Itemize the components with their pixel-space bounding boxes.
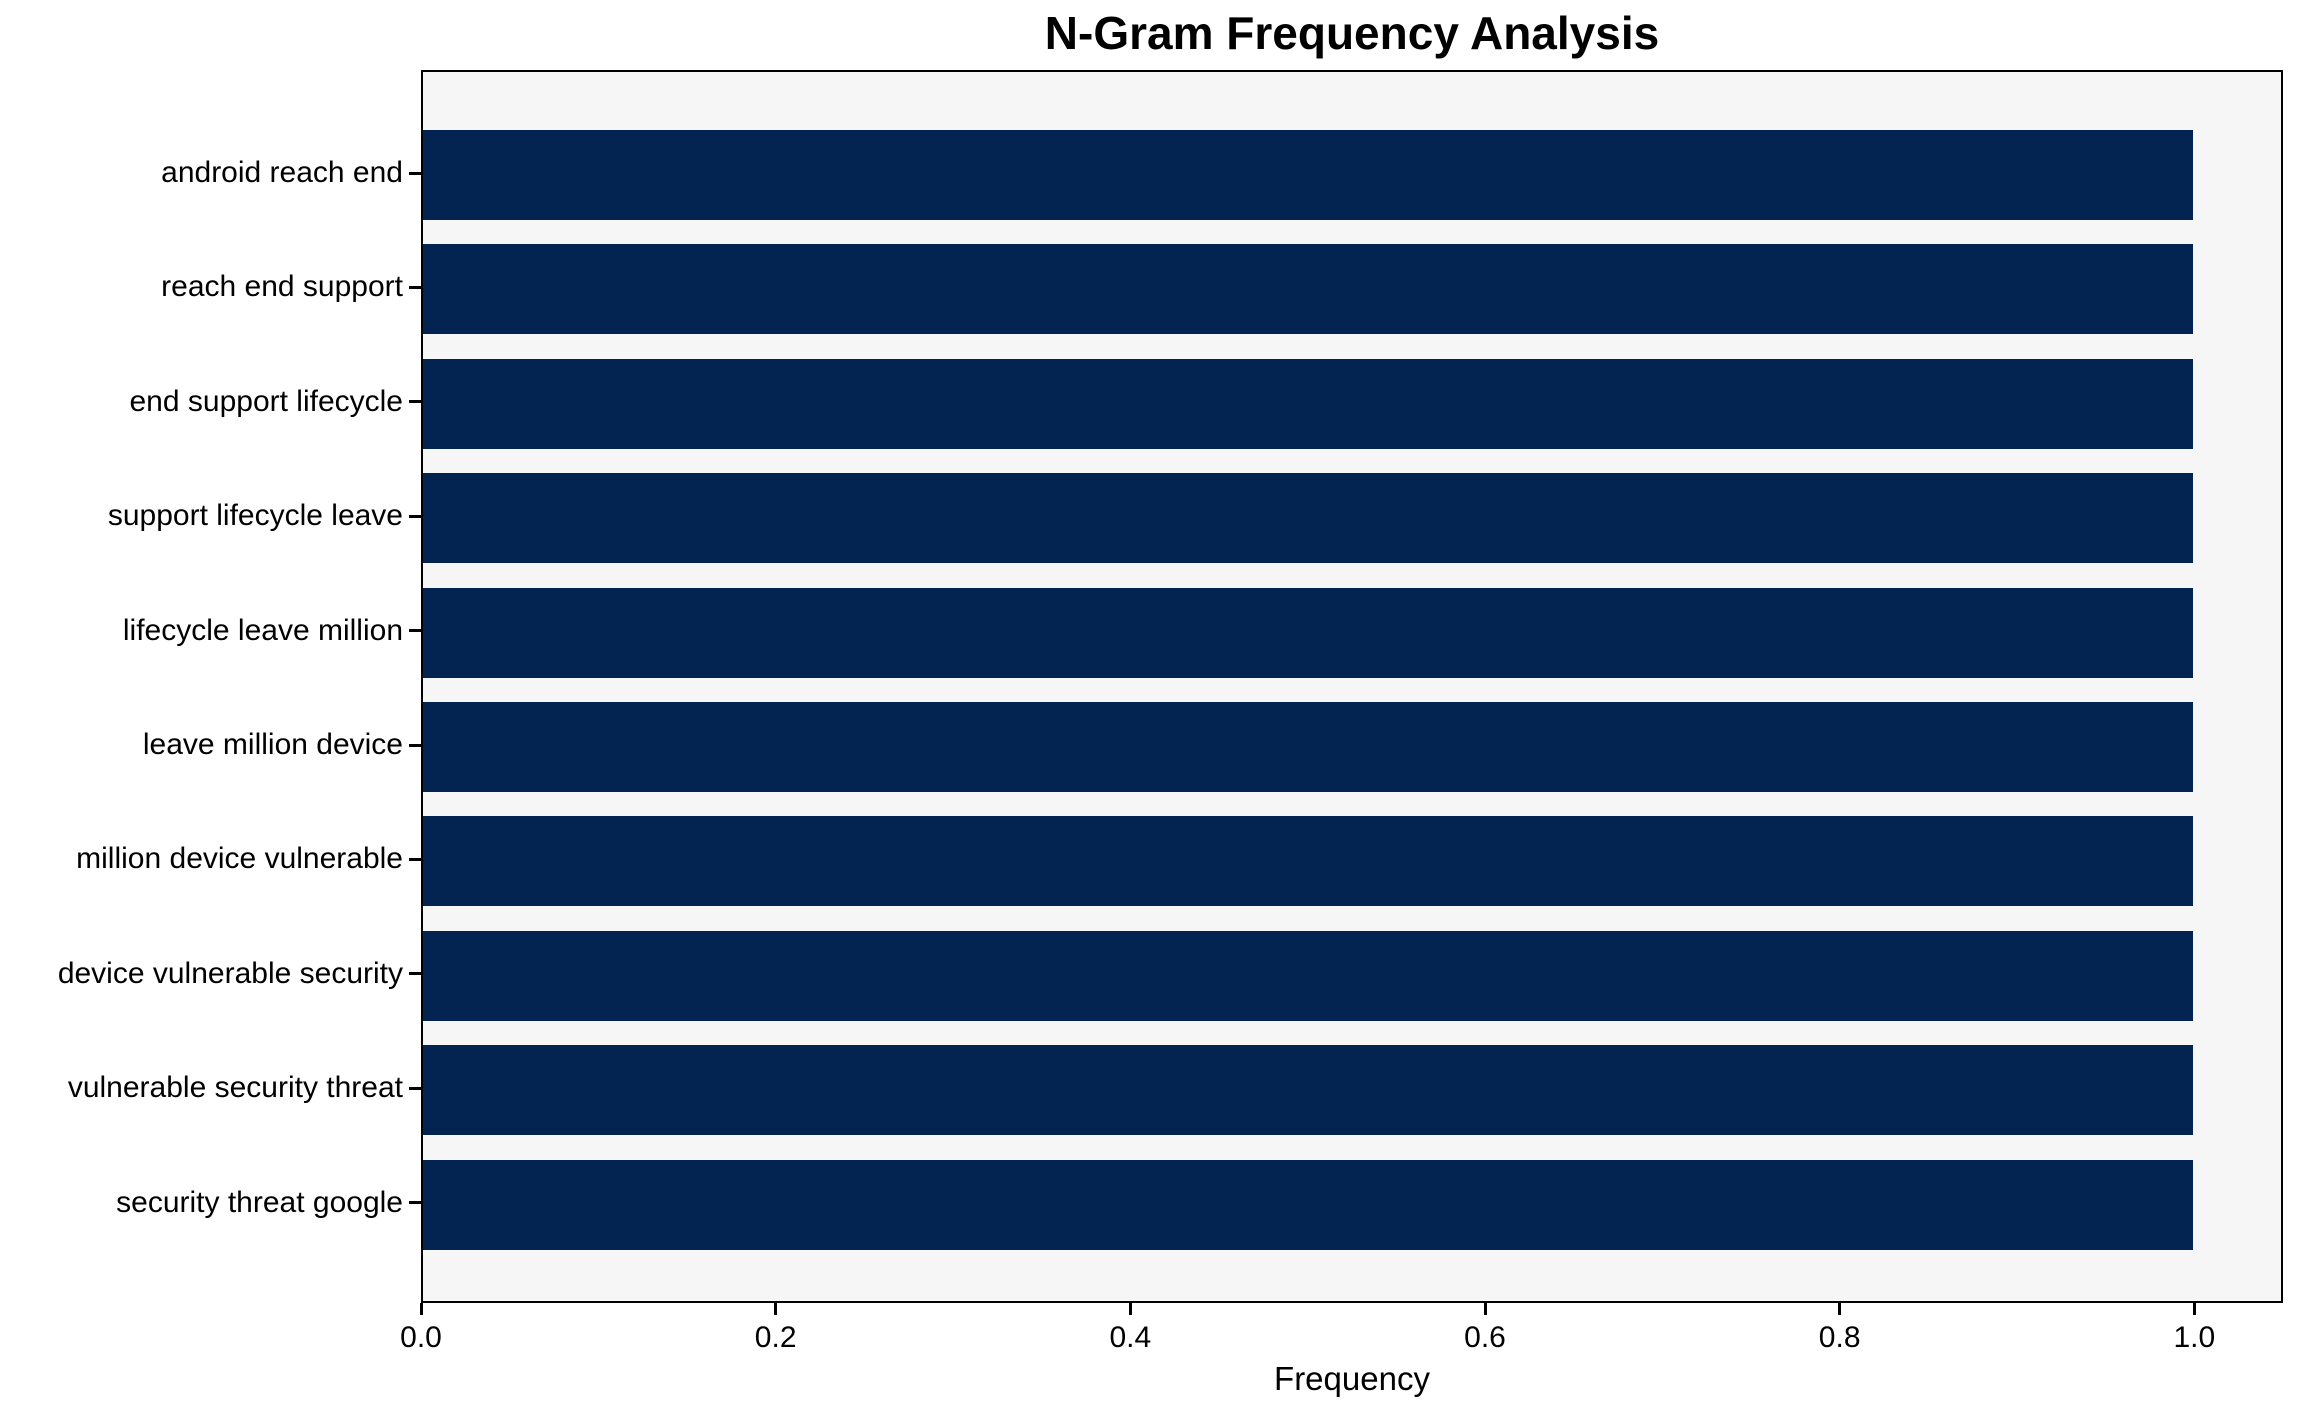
x-tick-label: 1.0 bbox=[2173, 1321, 2216, 1354]
x-tick-label: 0.8 bbox=[1818, 1321, 1861, 1354]
y-tick-mark bbox=[409, 400, 421, 404]
x-tick-label: 0.2 bbox=[754, 1321, 797, 1354]
y-tick-mark bbox=[409, 171, 421, 175]
chart-title: N-Gram Frequency Analysis bbox=[1044, 7, 1660, 59]
y-tick-label: leave million device bbox=[142, 728, 403, 761]
plot-area bbox=[421, 70, 2283, 1303]
x-tick-mark bbox=[1838, 1303, 1842, 1315]
y-tick-label: android reach end bbox=[161, 156, 403, 189]
x-tick-mark bbox=[1128, 1303, 1132, 1315]
x-tick-label: 0.4 bbox=[1109, 1321, 1152, 1354]
x-tick-mark bbox=[2192, 1303, 2196, 1315]
y-tick-label: device vulnerable security bbox=[57, 956, 403, 990]
bar bbox=[423, 130, 2193, 220]
y-tick-mark bbox=[409, 629, 421, 633]
x-tick-label: 0.6 bbox=[1464, 1321, 1506, 1354]
x-axis-label: Frequency bbox=[1274, 1360, 1430, 1397]
y-tick-label: support lifecycle leave bbox=[107, 499, 403, 533]
bar bbox=[423, 816, 2193, 907]
y-tick-mark bbox=[409, 857, 421, 861]
x-tick-mark bbox=[774, 1303, 778, 1315]
y-tick-label: vulnerable security threat bbox=[67, 1071, 403, 1105]
bar bbox=[423, 930, 2193, 1021]
bar bbox=[423, 702, 2193, 792]
y-tick-mark bbox=[409, 972, 421, 976]
bar bbox=[423, 244, 2193, 335]
y-tick-mark bbox=[409, 743, 421, 747]
y-tick-mark bbox=[409, 1086, 421, 1090]
bar bbox=[423, 587, 2193, 678]
y-tick-label: lifecycle leave million bbox=[122, 613, 403, 647]
y-tick-label: million device vulnerable bbox=[76, 842, 403, 876]
bar bbox=[423, 473, 2193, 564]
x-tick-mark bbox=[1483, 1303, 1487, 1315]
y-tick-label: reach end support bbox=[161, 270, 403, 304]
y-tick-mark bbox=[409, 285, 421, 289]
bar bbox=[423, 1045, 2193, 1136]
y-tick-mark bbox=[409, 1201, 421, 1205]
x-tick-label: 0.0 bbox=[400, 1321, 442, 1354]
bar bbox=[423, 358, 2193, 449]
y-tick-label: end support lifecycle bbox=[129, 384, 404, 418]
y-tick-mark bbox=[409, 514, 421, 518]
y-tick-label: security threat google bbox=[116, 1185, 403, 1219]
x-tick-mark bbox=[419, 1303, 423, 1315]
bar bbox=[423, 1159, 2193, 1250]
